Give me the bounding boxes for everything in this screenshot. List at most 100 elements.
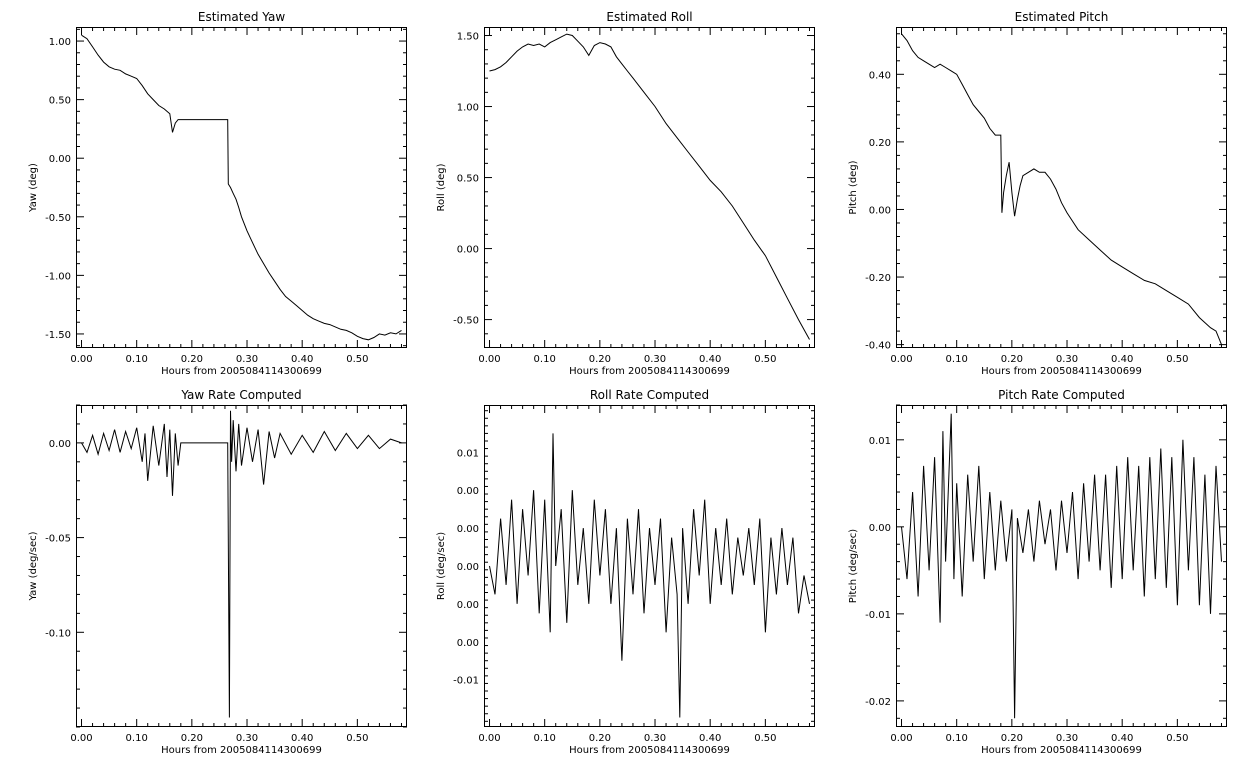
x-tick-label: 0.00 bbox=[890, 733, 912, 744]
y-tick-label: 0.00 bbox=[869, 205, 891, 216]
x-tick-label: 0.10 bbox=[534, 354, 556, 365]
y-axis-label: Roll (deg/sec) bbox=[436, 532, 447, 600]
x-tick-label: 0.30 bbox=[644, 354, 666, 365]
plot-frame bbox=[76, 27, 407, 348]
x-tick-label: 0.10 bbox=[534, 733, 556, 744]
x-tick-label: 0.10 bbox=[946, 354, 968, 365]
y-tick-label: 0.40 bbox=[869, 70, 891, 81]
y-tick-label: -0.50 bbox=[45, 213, 71, 224]
y-tick-label: 0.00 bbox=[457, 562, 479, 573]
y-axis-label: Pitch (deg/sec) bbox=[848, 529, 859, 604]
x-tick-label: 0.10 bbox=[126, 354, 148, 365]
y-tick-label: -0.10 bbox=[45, 628, 71, 639]
y-tick-label: 0.50 bbox=[49, 96, 71, 107]
y-tick-label: -0.02 bbox=[865, 697, 891, 708]
series-line-1 bbox=[81, 34, 402, 341]
x-tick-label: 0.20 bbox=[181, 354, 203, 365]
x-tick-label: 0.20 bbox=[181, 733, 203, 744]
plot-frame bbox=[896, 405, 1227, 727]
y-tick-label: 0.00 bbox=[49, 439, 71, 450]
x-tick-label: 0.00 bbox=[890, 354, 912, 365]
y-tick-label: 0.00 bbox=[457, 486, 479, 497]
x-axis-label: Hours from 2005084114300699 bbox=[161, 745, 322, 756]
y-tick-label: -0.50 bbox=[453, 316, 479, 327]
x-tick-label: 0.30 bbox=[1056, 733, 1078, 744]
x-tick-label: 0.20 bbox=[589, 354, 611, 365]
y-tick-label: 0.20 bbox=[869, 138, 891, 149]
series-line-1 bbox=[489, 433, 810, 718]
chart-title: Yaw Rate Computed bbox=[180, 388, 301, 402]
x-axis-label: Hours from 2005084114300699 bbox=[569, 745, 730, 756]
chart-panel-2: 0.00 0.10 0.20 0.30 0.40 0.50 1.50 1.00 0.50 0.00… bbox=[436, 10, 815, 377]
y-tick-label: -0.05 bbox=[45, 534, 71, 545]
y-tick-label: -1.50 bbox=[45, 330, 71, 341]
x-tick-label: 0.40 bbox=[1111, 733, 1133, 744]
y-tick-label: 0.01 bbox=[869, 436, 891, 447]
x-axis-label: Hours from 2005084114300699 bbox=[981, 366, 1142, 377]
x-tick-label: 0.00 bbox=[70, 733, 92, 744]
chart-title: Estimated Roll bbox=[606, 10, 692, 24]
y-tick-label: -0.40 bbox=[865, 341, 891, 352]
x-tick-label: 0.40 bbox=[1111, 354, 1133, 365]
x-axis-label: Hours from 2005084114300699 bbox=[569, 366, 730, 377]
x-tick-label: 0.40 bbox=[699, 354, 721, 365]
series-line-1 bbox=[489, 33, 810, 340]
y-tick-label: 0.00 bbox=[457, 600, 479, 611]
x-tick-label: 0.50 bbox=[754, 733, 776, 744]
chart-panel-5: 0.00 0.10 0.20 0.30 0.40 0.50 0.01 0.00 0.00 0.00… bbox=[436, 388, 815, 756]
y-tick-label: -1.00 bbox=[45, 271, 71, 282]
x-tick-label: 0.30 bbox=[236, 733, 258, 744]
x-tick-label: 0.50 bbox=[754, 354, 776, 365]
x-tick-label: 0.30 bbox=[1056, 354, 1078, 365]
x-tick-label: 0.20 bbox=[1001, 733, 1023, 744]
y-tick-label: 1.50 bbox=[457, 32, 479, 43]
x-tick-label: 0.00 bbox=[70, 354, 92, 365]
x-tick-label: 0.30 bbox=[236, 354, 258, 365]
chart-title: Estimated Yaw bbox=[198, 10, 285, 24]
x-tick-label: 0.50 bbox=[346, 354, 368, 365]
chart-panel-3: 0.00 0.10 0.20 0.30 0.40 0.50 0.40 0.20 0.00 -0.2… bbox=[848, 10, 1227, 377]
y-tick-label: 0.00 bbox=[457, 638, 479, 649]
x-tick-label: 0.00 bbox=[478, 354, 500, 365]
x-tick-label: 0.20 bbox=[1001, 354, 1023, 365]
x-axis-label: Hours from 2005084114300699 bbox=[161, 366, 322, 377]
chart-panel-6: 0.00 0.10 0.20 0.30 0.40 0.50 0.01 0.00 -0.01 -0.… bbox=[848, 388, 1227, 756]
y-tick-label: 0.00 bbox=[49, 154, 71, 165]
plot-frame bbox=[484, 405, 815, 727]
y-tick-label: -0.20 bbox=[865, 273, 891, 284]
chart-title: Estimated Pitch bbox=[1015, 10, 1109, 24]
x-tick-label: 0.50 bbox=[1166, 733, 1188, 744]
y-tick-label: 0.00 bbox=[457, 245, 479, 256]
plot-frame bbox=[76, 405, 407, 727]
y-tick-label: 0.00 bbox=[869, 523, 891, 534]
y-tick-label: 0.00 bbox=[457, 524, 479, 535]
chart-panel-4: 0.00 0.10 0.20 0.30 0.40 0.50 0.00 -0.05 -0.10 Ya… bbox=[28, 388, 407, 756]
y-axis-label: Roll (deg) bbox=[436, 163, 447, 211]
y-tick-label: 0.50 bbox=[457, 174, 479, 185]
x-tick-label: 0.50 bbox=[346, 733, 368, 744]
y-axis-label: Yaw (deg) bbox=[28, 163, 39, 213]
y-tick-label: 0.01 bbox=[457, 448, 479, 459]
x-tick-label: 0.40 bbox=[291, 354, 313, 365]
chart-title: Roll Rate Computed bbox=[590, 388, 709, 402]
x-tick-label: 0.10 bbox=[126, 733, 148, 744]
x-axis-label: Hours from 2005084114300699 bbox=[981, 745, 1142, 756]
plot-frame bbox=[896, 27, 1227, 348]
plot-frame bbox=[484, 27, 815, 348]
series-line-1 bbox=[901, 413, 1222, 719]
y-tick-label: 1.00 bbox=[457, 103, 479, 114]
y-tick-label: 1.00 bbox=[49, 37, 71, 48]
series-line-1 bbox=[901, 33, 1222, 345]
x-tick-label: 0.40 bbox=[699, 733, 721, 744]
x-tick-label: 0.10 bbox=[946, 733, 968, 744]
y-axis-label: Pitch (deg) bbox=[848, 160, 859, 214]
x-tick-label: 0.40 bbox=[291, 733, 313, 744]
y-axis-label: Yaw (deg/sec) bbox=[28, 531, 39, 601]
x-tick-label: 0.20 bbox=[589, 733, 611, 744]
y-tick-label: -0.01 bbox=[453, 676, 479, 687]
x-tick-label: 0.00 bbox=[478, 733, 500, 744]
x-tick-label: 0.50 bbox=[1166, 354, 1188, 365]
chart-panel-1: 0.00 0.10 0.20 0.30 0.40 0.50 1.00 0.50 0.00 -0.5… bbox=[28, 10, 407, 377]
series-line-1 bbox=[81, 410, 402, 718]
